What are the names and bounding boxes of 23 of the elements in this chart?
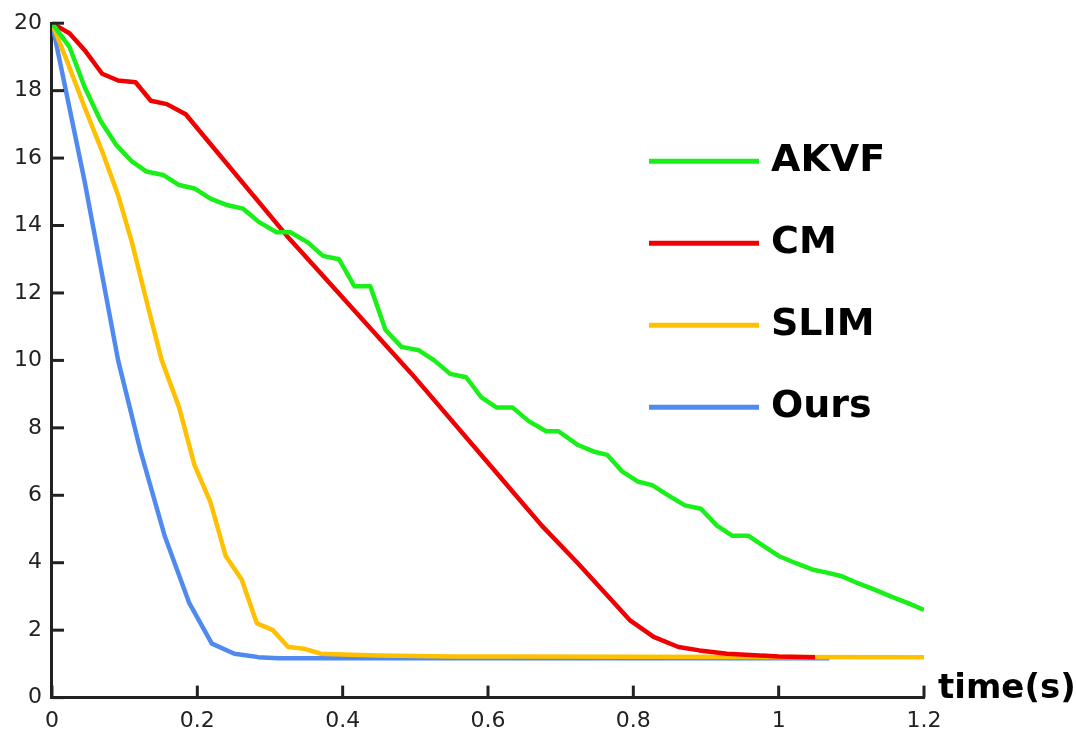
x-tick-label: 0.2 bbox=[179, 706, 215, 732]
y-tick-label: 0 bbox=[27, 683, 42, 709]
legend-label: AKVF bbox=[771, 136, 886, 181]
x-tick-label: 1.2 bbox=[906, 706, 942, 732]
y-tick-label: 18 bbox=[13, 76, 42, 102]
legend-label: SLIM bbox=[771, 300, 875, 345]
y-tick-label: 16 bbox=[13, 143, 42, 169]
y-tick-label: 12 bbox=[13, 278, 42, 304]
y-tick-label: 14 bbox=[13, 211, 42, 237]
y-tick-label: 8 bbox=[27, 413, 42, 439]
y-tick-label: 10 bbox=[13, 346, 42, 372]
x-tick-label: 0 bbox=[44, 706, 59, 732]
legend-label: Ours bbox=[771, 382, 872, 427]
y-tick-label: 4 bbox=[27, 548, 42, 574]
x-tick-label: 0.4 bbox=[325, 706, 361, 732]
x-tick-label: 0.6 bbox=[470, 706, 506, 732]
x-axis-title: time(s) bbox=[938, 666, 1076, 707]
legend-label: CM bbox=[771, 218, 837, 263]
x-tick-label: 0.8 bbox=[615, 706, 651, 732]
y-tick-label: 20 bbox=[13, 8, 42, 34]
y-tick-label: 6 bbox=[27, 481, 42, 506]
x-tick-label: 1 bbox=[771, 706, 786, 732]
y-tick-label: 2 bbox=[27, 615, 42, 641]
